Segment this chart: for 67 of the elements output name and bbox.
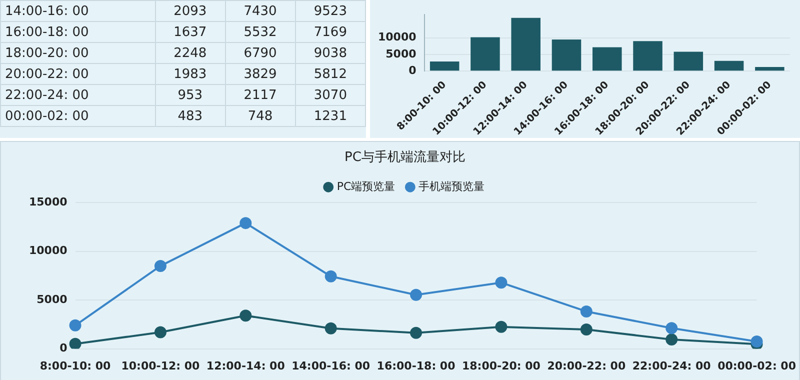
- data-label: 483: [155, 106, 226, 126]
- bar: [633, 41, 662, 71]
- bar: [755, 67, 784, 71]
- data-label: 2117: [225, 84, 296, 106]
- data-label: 953: [155, 84, 226, 106]
- data-label: 9038: [295, 42, 366, 64]
- x-tick-label: 22:00-24: 00: [632, 359, 712, 372]
- data-label: 1983: [155, 64, 226, 84]
- category-label: 18:00-20: 00: [0, 42, 156, 64]
- point: [69, 338, 82, 349]
- data-label: 2248: [155, 42, 226, 64]
- y-tick-label: 15000: [28, 195, 68, 208]
- data-label: 6790: [225, 42, 296, 64]
- y-tick-label: 5000: [36, 292, 68, 306]
- legend-label: PC端预览量: [336, 180, 396, 193]
- x-tick-label: 14:00-16: 00: [292, 359, 370, 372]
- data-label: 1231: [295, 106, 366, 126]
- data-label: 3070: [295, 84, 366, 106]
- data-label: 5812: [295, 64, 366, 84]
- legend-label: 手机端预览量: [418, 180, 485, 193]
- data-label: 3829: [225, 64, 296, 84]
- bar: [674, 52, 704, 71]
- data-label: 7169: [295, 22, 366, 42]
- bar: [470, 37, 500, 71]
- data-label: 2093: [155, 0, 226, 22]
- point: [410, 288, 422, 301]
- point: [154, 326, 166, 338]
- point: [410, 326, 422, 339]
- bar: [430, 61, 460, 71]
- y-tick-label: 10000: [28, 244, 68, 258]
- y-tick-label: 0: [408, 64, 417, 77]
- chart-title: PC与手机端流量对比: [344, 149, 466, 166]
- category-label: 14:00-16: 00: [0, 0, 156, 22]
- point: [69, 319, 82, 332]
- point: [666, 334, 678, 346]
- y-tick-label: 10000: [378, 30, 417, 44]
- x-tick-label: 16:00-18: 00: [376, 359, 456, 372]
- x-tick-label: 10:00-12: 00: [121, 359, 200, 372]
- bar: [552, 39, 582, 71]
- point: [495, 320, 508, 333]
- data-label: 5532: [225, 22, 296, 42]
- point: [580, 305, 592, 318]
- data-label: 7430: [225, 0, 296, 22]
- point: [666, 322, 678, 334]
- bar: [714, 60, 744, 71]
- x-tick-label: 20:00-22: 00: [547, 359, 626, 372]
- data-label: 1637: [155, 22, 226, 42]
- category-label: 20:00-22: 00: [0, 64, 156, 84]
- point: [154, 260, 166, 272]
- y-tick-label: 0: [60, 342, 68, 355]
- point: [750, 336, 763, 348]
- x-tick-label: 00:00-02: 00: [718, 359, 796, 372]
- point: [240, 217, 252, 230]
- data-label: 9523: [295, 0, 366, 22]
- bar: [511, 18, 540, 71]
- data-label: 748: [225, 106, 296, 126]
- point: [495, 276, 508, 289]
- point: [240, 310, 252, 322]
- y-tick-label: 5000: [386, 47, 417, 60]
- x-tick-label: 8:00-10: 00: [40, 359, 111, 372]
- point: [580, 323, 592, 336]
- x-tick-label: 18:00-20: 00: [462, 359, 541, 372]
- point: [324, 270, 337, 282]
- bar: [592, 47, 622, 71]
- point: [324, 322, 337, 334]
- x-tick-label: 12:00-14: 00: [206, 359, 286, 372]
- category-label: 16:00-18: 00: [0, 22, 156, 42]
